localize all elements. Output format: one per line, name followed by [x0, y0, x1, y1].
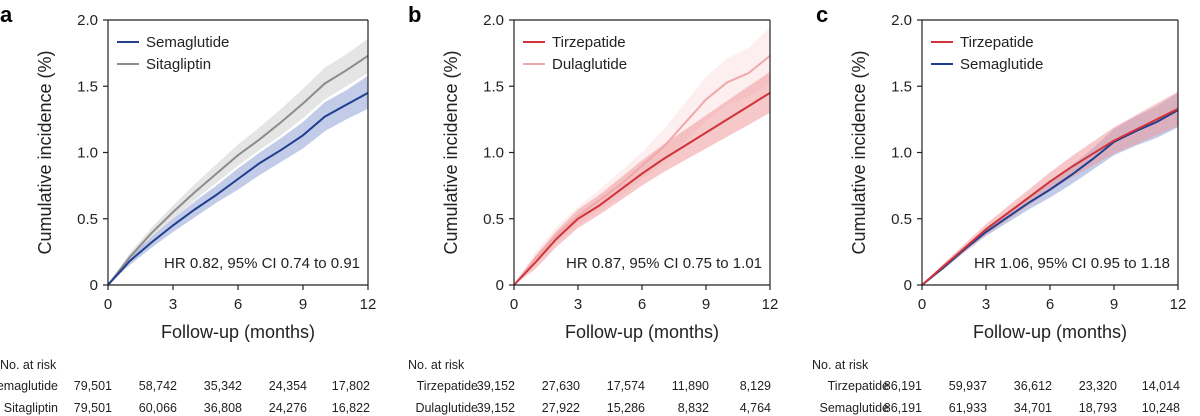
x-axis-label: Follow-up (months) [565, 322, 719, 342]
legend-label: Tirzepatide [960, 34, 1034, 51]
risk-value: 17,574 [607, 379, 645, 393]
y-tick-label: 0 [904, 277, 912, 294]
risk-value: 24,276 [269, 401, 307, 415]
y-tick-label: 0 [496, 277, 504, 294]
x-tick-label: 12 [360, 296, 377, 313]
risk-value: 58,742 [139, 379, 177, 393]
x-tick-label: 6 [234, 296, 242, 313]
risk-value: 39,152 [477, 379, 515, 393]
risk-value: 23,320 [1079, 379, 1117, 393]
y-tick-label: 1.5 [891, 78, 912, 95]
risk-value: 79,501 [74, 401, 112, 415]
x-axis-label: Follow-up (months) [161, 322, 315, 342]
x-tick-label: 12 [762, 296, 779, 313]
risk-value: 15,286 [607, 401, 645, 415]
ci-band-sitagliptin [108, 38, 368, 285]
y-tick-label: 1.0 [483, 145, 504, 162]
series-line-semaglutide [107, 92, 369, 286]
y-tick-label: 2.0 [77, 12, 98, 29]
x-tick-label: 3 [169, 296, 177, 313]
risk-value: 36,612 [1014, 379, 1052, 393]
series-line-tirzepatide [921, 107, 1179, 286]
x-tick-label: 6 [638, 296, 646, 313]
risk-row-name: Sitagliptin [4, 401, 58, 415]
risk-value: 86,191 [884, 401, 922, 415]
series-line-tirzepatide [513, 92, 771, 286]
risk-value: 60,066 [139, 401, 177, 415]
risk-table-title: No. at risk [408, 358, 465, 372]
x-axis-label: Follow-up (months) [973, 322, 1127, 342]
panel-letter: c [816, 2, 828, 27]
x-tick-label: 9 [299, 296, 307, 313]
y-tick-label: 1.0 [77, 145, 98, 162]
y-tick-label: 0.5 [77, 211, 98, 228]
legend-label: Semaglutide [960, 56, 1043, 73]
risk-value: 16,822 [332, 401, 370, 415]
risk-value: 10,248 [1142, 401, 1180, 415]
y-tick-label: 1.5 [483, 78, 504, 95]
x-tick-label: 9 [1110, 296, 1118, 313]
ci-band-tirzepatide [514, 71, 770, 285]
y-tick-label: 2.0 [891, 12, 912, 29]
risk-value: 79,501 [74, 379, 112, 393]
risk-value: 59,937 [949, 379, 987, 393]
legend-label: Sitagliptin [146, 56, 211, 73]
risk-value: 27,922 [542, 401, 580, 415]
legend-label: Semaglutide [146, 34, 229, 51]
y-tick-label: 1.5 [77, 78, 98, 95]
x-tick-label: 0 [510, 296, 518, 313]
hr-annotation: HR 1.06, 95% CI 0.95 to 1.18 [974, 255, 1170, 272]
y-tick-label: 0.5 [483, 211, 504, 228]
y-tick-label: 0.5 [891, 211, 912, 228]
panel-letter: b [408, 2, 421, 27]
x-tick-label: 12 [1170, 296, 1187, 313]
risk-value: 39,152 [477, 401, 515, 415]
hr-annotation: HR 0.82, 95% CI 0.74 to 0.91 [164, 255, 360, 272]
risk-value: 61,933 [949, 401, 987, 415]
risk-value: 18,793 [1079, 401, 1117, 415]
risk-value: 35,342 [204, 379, 242, 393]
y-tick-label: 0 [90, 277, 98, 294]
x-tick-label: 9 [702, 296, 710, 313]
risk-row-name: Semaglutide [0, 379, 58, 393]
risk-row-name: Tirzepatide [417, 379, 478, 393]
y-axis-label: Cumulative incidence (%) [441, 50, 461, 254]
x-tick-label: 3 [574, 296, 582, 313]
legend-label: Dulaglutide [552, 56, 627, 73]
risk-value: 27,630 [542, 379, 580, 393]
risk-value: 8,129 [740, 379, 771, 393]
risk-row-name: Tirzepatide [828, 379, 889, 393]
risk-table-title: No. at risk [0, 358, 57, 372]
panel-b: b 0 0.5 1.0 1.5 2.0 0 3 6 9 12 Follow-up (months) Cu… [408, 2, 778, 415]
risk-row-name: Dulaglutide [415, 401, 478, 415]
x-tick-label: 0 [918, 296, 926, 313]
risk-value: 14,014 [1142, 379, 1180, 393]
risk-value: 86,191 [884, 379, 922, 393]
legend-label: Tirzepatide [552, 34, 626, 51]
risk-value: 24,354 [269, 379, 307, 393]
risk-table-title: No. at risk [812, 358, 869, 372]
risk-value: 8,832 [678, 401, 709, 415]
x-tick-label: 6 [1046, 296, 1054, 313]
risk-value: 4,764 [740, 401, 771, 415]
y-tick-label: 1.0 [891, 145, 912, 162]
x-tick-label: 3 [982, 296, 990, 313]
risk-value: 36,808 [204, 401, 242, 415]
risk-value: 17,802 [332, 379, 370, 393]
y-axis-label: Cumulative incidence (%) [849, 50, 869, 254]
series-line-dulaglutide [513, 55, 771, 286]
series-line-sitagliptin [107, 54, 369, 286]
ci-band-semaglutide [108, 75, 368, 285]
panel-letter: a [0, 2, 13, 27]
panel-c: c 0 0.5 1.0 1.5 2.0 0 3 6 9 12 Follow-up (months) Cu… [812, 2, 1186, 415]
hr-annotation: HR 0.87, 95% CI 0.75 to 1.01 [566, 255, 762, 272]
x-tick-label: 0 [104, 296, 112, 313]
risk-value: 34,701 [1014, 401, 1052, 415]
panel-a: a 0 0.5 1.0 1.5 2.0 0 3 6 9 12 Follow-up (months) Cu… [0, 2, 376, 415]
risk-value: 11,890 [672, 379, 709, 393]
y-tick-label: 2.0 [483, 12, 504, 29]
risk-row-name: Semaglutide [820, 401, 890, 415]
y-axis-label: Cumulative incidence (%) [35, 50, 55, 254]
